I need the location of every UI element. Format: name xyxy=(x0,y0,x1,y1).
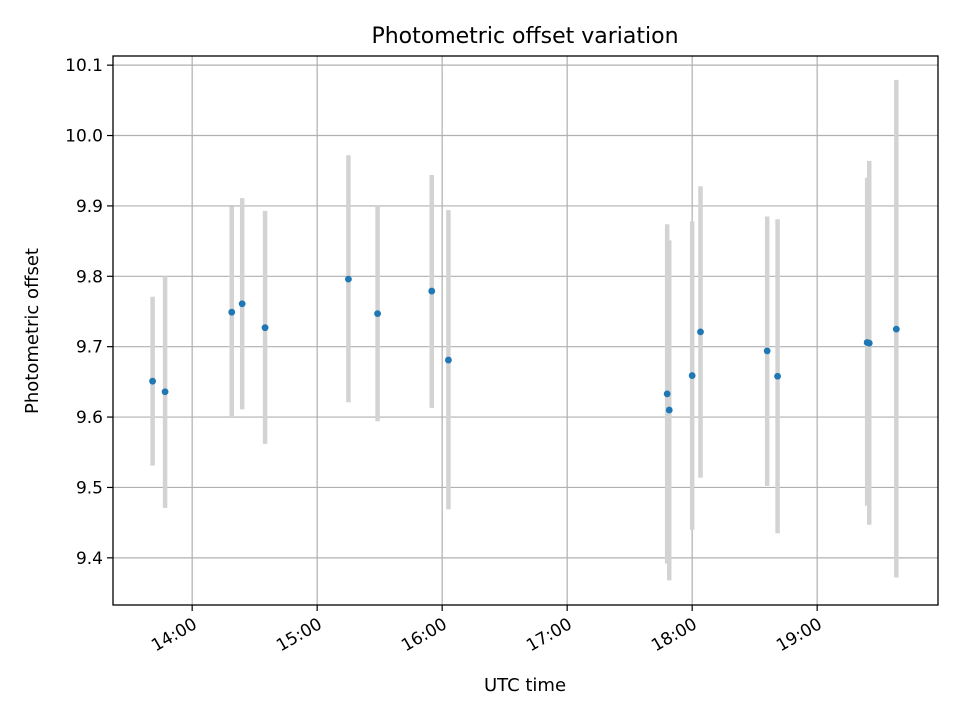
data-point xyxy=(763,347,771,355)
y-tick-label: 9.4 xyxy=(76,549,103,569)
y-tick-label: 10.1 xyxy=(65,56,103,76)
y-tick-label: 9.8 xyxy=(76,267,103,287)
y-tick-label: 9.9 xyxy=(76,197,103,217)
x-tick-label: 18:00 xyxy=(648,614,700,656)
data-point xyxy=(261,324,269,332)
grid-layer xyxy=(113,56,938,605)
y-tick-label: 9.7 xyxy=(76,338,103,358)
x-tick-label: 15:00 xyxy=(273,614,325,656)
data-point xyxy=(892,325,900,333)
data-point xyxy=(238,300,246,308)
y-tick-label: 9.5 xyxy=(76,478,103,498)
y-tick-label: 9.6 xyxy=(76,408,103,428)
data-point xyxy=(774,372,781,380)
data-point xyxy=(445,356,452,364)
data-point xyxy=(161,388,169,396)
data-point xyxy=(345,275,352,283)
data-point xyxy=(374,310,381,318)
data-point xyxy=(688,372,696,379)
point-layer xyxy=(149,275,900,414)
x-axis-ticks: 14:00 15:00 16:00 17:00 18:00 19:00 xyxy=(148,605,826,656)
data-point xyxy=(663,390,671,398)
data-point xyxy=(428,287,436,295)
x-tick-label: 19:00 xyxy=(773,614,825,656)
data-point xyxy=(149,377,156,385)
y-axis-label: Photometric offset xyxy=(22,248,43,414)
data-point xyxy=(665,406,673,414)
chart-title: Photometric offset variation xyxy=(371,24,678,49)
x-axis-label: UTC time xyxy=(484,675,566,696)
x-tick-label: 14:00 xyxy=(148,614,200,656)
y-tick-label: 10.0 xyxy=(65,127,103,147)
y-axis-ticks: 9.4 9.5 9.6 9.7 9.8 9.9 10.0 10.1 xyxy=(65,56,113,569)
x-tick-label: 17:00 xyxy=(523,614,575,656)
plot-frame xyxy=(112,55,939,606)
x-tick-label: 16:00 xyxy=(398,614,450,656)
data-point xyxy=(228,308,236,316)
data-point xyxy=(697,328,704,336)
data-point xyxy=(865,339,873,347)
